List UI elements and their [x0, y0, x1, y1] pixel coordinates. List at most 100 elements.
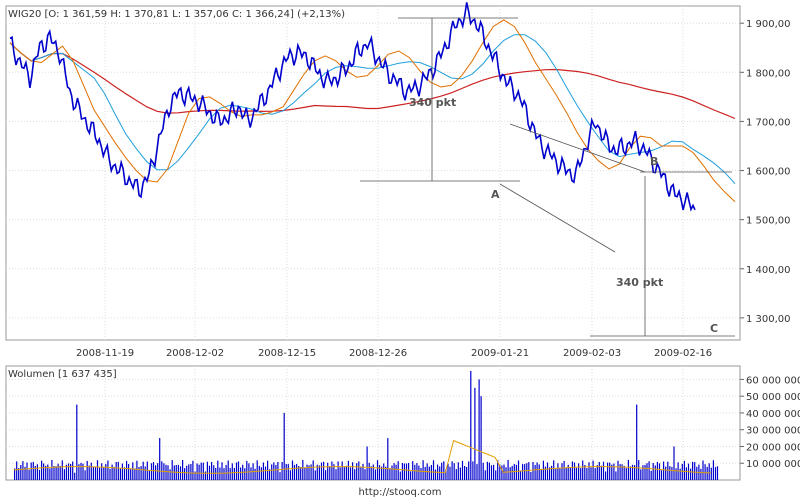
volume-y-tick-label: 50 000 000: [746, 392, 800, 403]
x-tick-label: 2009-01-21: [471, 348, 529, 359]
volume-bar: [260, 467, 262, 480]
volume-bar: [287, 464, 289, 480]
volume-bar: [291, 460, 294, 480]
volume-bar: [171, 460, 173, 480]
volume-bar: [439, 466, 441, 480]
volume-bar: [665, 466, 667, 480]
volume-bar: [345, 465, 347, 480]
volume-bar: [159, 438, 161, 480]
volume-bar: [449, 466, 451, 480]
volume-bar: [582, 460, 584, 480]
volume-bar: [497, 460, 499, 480]
volume-bar: [237, 461, 240, 480]
volume-bar: [416, 463, 418, 480]
volume-bar: [82, 463, 84, 480]
volume-bar: [546, 462, 549, 480]
volume-bar: [28, 469, 30, 480]
x-tick-label: 2008-12-26: [349, 348, 407, 359]
volume-bar: [109, 468, 111, 480]
volume-bar: [509, 467, 511, 480]
volume-bar: [335, 469, 337, 480]
volume-y-tick-label: 60 000 000: [746, 375, 800, 386]
volume-bar: [505, 467, 507, 480]
volume-bar: [528, 462, 530, 480]
volume-bar: [293, 464, 296, 480]
volume-bar: [399, 471, 401, 480]
volume-bar: [575, 467, 578, 480]
volume-bar: [24, 466, 26, 480]
volume-bar: [434, 469, 437, 480]
volume-bar: [619, 464, 621, 480]
volume-header: Wolumen [1 637 435]: [8, 369, 117, 380]
volume-bar: [300, 467, 302, 480]
volume-bar: [580, 468, 582, 480]
volume-bar: [551, 465, 553, 480]
volume-bar: [57, 463, 59, 480]
volume-bar: [327, 462, 329, 480]
volume-bar: [453, 463, 455, 480]
volume-bar: [374, 469, 376, 480]
volume-bar: [148, 470, 150, 480]
volume-bar: [244, 468, 246, 480]
volume-bar: [636, 404, 638, 480]
volume-bar: [468, 461, 470, 480]
volume-bar: [20, 465, 22, 480]
volume-bar: [349, 467, 352, 480]
volume-bar: [99, 467, 101, 480]
volume-bar: [683, 460, 685, 480]
volume-bar: [644, 464, 646, 480]
volume-bar: [623, 465, 625, 480]
volume-bar: [30, 462, 32, 480]
volume-bar: [155, 465, 157, 480]
x-tick-label: 2009-02-03: [563, 348, 621, 359]
volume-bar: [403, 463, 405, 480]
volume-bar: [681, 463, 683, 480]
volume-bar: [296, 464, 298, 480]
volume-bar: [567, 464, 569, 480]
volume-bar: [615, 471, 617, 480]
volume-bar: [393, 463, 395, 480]
volume-bar: [627, 459, 629, 480]
volume-bar: [397, 461, 399, 480]
volume-bar: [565, 468, 567, 480]
volume-bar: [428, 466, 430, 480]
volume-bar: [474, 387, 476, 480]
volume-bar: [700, 468, 702, 480]
volume-bar: [650, 470, 652, 480]
volume-bar: [217, 460, 219, 480]
volume-bar: [596, 465, 598, 480]
volume-bar: [712, 460, 714, 480]
volume-bar: [227, 460, 229, 480]
volume-bar: [420, 468, 422, 480]
volume-bar: [542, 460, 544, 480]
price-grid: [6, 6, 740, 340]
volume-bar: [696, 466, 698, 480]
volume-bar: [592, 460, 594, 480]
volume-bar: [200, 462, 202, 480]
volume-bar: [298, 466, 300, 480]
volume-bar: [557, 463, 559, 480]
volume-bar: [356, 463, 358, 480]
volume-bar: [530, 472, 532, 480]
volume-bar: [526, 463, 528, 480]
volume-bar: [609, 462, 611, 480]
volume-bar: [281, 462, 283, 480]
volume-bar: [430, 465, 432, 480]
volume-bar: [515, 464, 517, 480]
volume-bar: [65, 464, 67, 480]
volume-bar: [206, 461, 208, 480]
footer-url[interactable]: http://stooq.com: [359, 487, 442, 498]
volume-bar: [329, 466, 331, 480]
price-y-tick-label: 1 700,00: [746, 117, 791, 128]
volume-bar: [401, 463, 403, 480]
volume-bar: [80, 462, 82, 480]
volume-bar: [96, 460, 99, 480]
volume-bar: [482, 462, 484, 480]
volume-bar: [461, 460, 464, 480]
volume-bar: [347, 460, 349, 480]
volume-bar: [642, 465, 644, 480]
x-tick-label: 2009-02-16: [654, 348, 712, 359]
volume-bar: [602, 461, 605, 480]
volume-bar: [555, 468, 557, 480]
volume-bar: [269, 469, 271, 480]
